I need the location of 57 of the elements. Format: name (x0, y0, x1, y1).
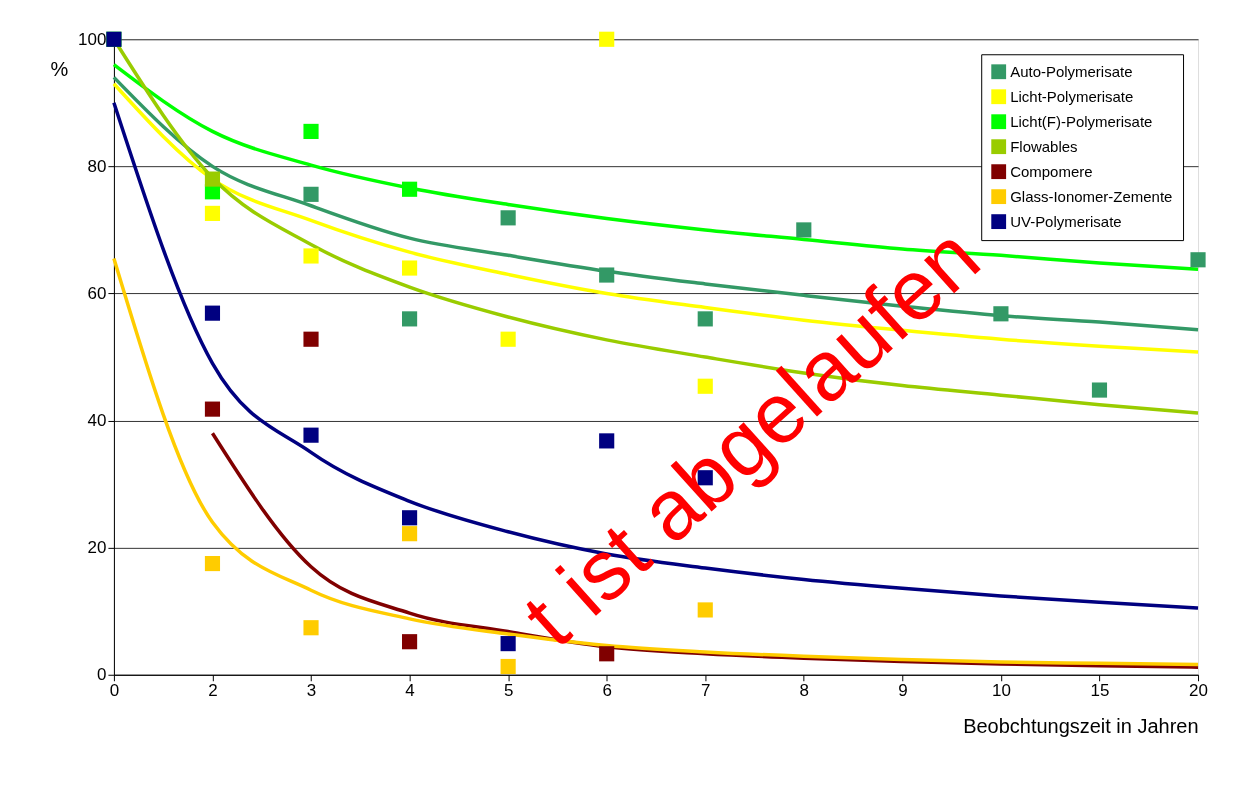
point (500, 636, 516, 652)
x-tick-label: 4 (405, 681, 415, 701)
y-tick-label: 20 (87, 538, 107, 558)
point (402, 526, 418, 542)
legend-label: Flowables (1010, 137, 1078, 155)
legend-label: Licht-Polymerisate (1010, 87, 1134, 105)
x-axis-title: Beobchtungszeit in Jahren (963, 715, 1199, 738)
x-tick-label: 5 (503, 681, 514, 701)
legend-label: Glass-Ionomer-Zemente (1010, 187, 1173, 205)
x-tick-label: 6 (602, 681, 612, 701)
y-tick-label: 100 (78, 29, 107, 49)
point (303, 186, 319, 202)
point (402, 260, 418, 276)
x-tick-label: 0 (109, 681, 120, 701)
x-tick-label: 15 (1090, 681, 1110, 701)
point (204, 205, 221, 221)
point (1190, 252, 1206, 268)
legend-label: Auto-Polymerisate (1010, 62, 1133, 80)
point (303, 427, 319, 443)
point (204, 401, 221, 417)
point (599, 267, 615, 283)
y-tick-label: 60 (87, 283, 107, 303)
point (204, 305, 221, 321)
point (500, 658, 516, 675)
y-tick-label: 80 (87, 156, 107, 176)
point (1091, 382, 1108, 398)
x-tick-label: 8 (799, 681, 810, 701)
point (204, 555, 221, 572)
legend-label: Licht(F)-Polymerisate (1010, 112, 1153, 130)
point (402, 311, 418, 327)
point (500, 331, 516, 347)
legend-label: UV-Polymerisate (1010, 212, 1122, 230)
point (402, 181, 418, 197)
point (796, 222, 812, 238)
legend-label: Compomere (1010, 162, 1093, 180)
x-tick-label: 7 (701, 681, 711, 701)
x-tick-label: 9 (898, 681, 908, 701)
y-tick-label: 40 (87, 411, 107, 431)
point (993, 306, 1009, 322)
point (303, 331, 319, 347)
y-axis-title: % (50, 57, 69, 80)
point (697, 602, 713, 618)
x-tick-label: 10 (991, 681, 1011, 701)
point (303, 123, 319, 139)
point (599, 646, 615, 662)
point (599, 31, 615, 47)
point (599, 433, 615, 449)
x-tick-label: 20 (1189, 681, 1208, 701)
point (402, 634, 418, 650)
point (500, 210, 516, 226)
x-tick-label: 3 (306, 681, 317, 701)
y-tick-label: 0 (96, 665, 107, 685)
point (204, 171, 221, 187)
x-tick-label: 2 (208, 681, 218, 701)
point (402, 510, 418, 526)
point (303, 620, 319, 636)
point (303, 248, 319, 264)
